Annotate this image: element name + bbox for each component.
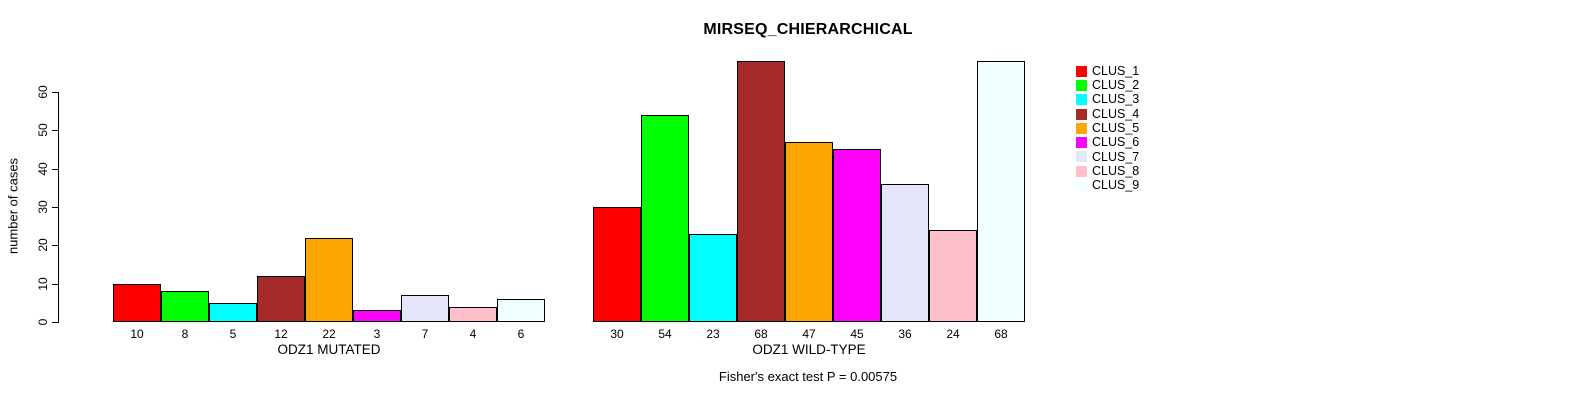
legend-label: CLUS_1: [1092, 63, 1140, 78]
group-label: ODZ1 MUTATED: [277, 342, 381, 357]
legend-label: CLUS_8: [1092, 163, 1140, 178]
bar-clus_6: [353, 310, 401, 322]
legend: CLUS_1 CLUS_2 CLUS_3 CLUS_4 CLUS_5 CLUS_6 CLUS…: [1076, 64, 1139, 193]
legend-swatch: [1076, 180, 1087, 192]
y-tick-label: 20: [36, 238, 50, 252]
y-tick: [52, 284, 58, 285]
bar-value-label: 30: [610, 327, 624, 341]
legend-swatch: [1076, 108, 1087, 120]
legend-label: CLUS_9: [1092, 178, 1140, 193]
legend-item-clus_6: CLUS_6: [1076, 135, 1139, 149]
y-tick-label: 0: [36, 318, 50, 326]
bar-value-label: 6: [517, 327, 525, 341]
legend-label: CLUS_5: [1092, 121, 1140, 136]
bar-value-label: 12: [274, 327, 288, 341]
legend-swatch: [1076, 79, 1087, 91]
legend-swatch: [1076, 65, 1087, 77]
legend-swatch: [1076, 165, 1087, 177]
bar-value-label: 7: [421, 327, 429, 341]
legend-label: CLUS_6: [1092, 135, 1140, 150]
bar-clus_5: [305, 238, 353, 322]
bar-value-label: 22: [322, 327, 336, 341]
bar-clus_2: [161, 291, 209, 322]
bar-value-label: 24: [946, 327, 960, 341]
bar-clus_8: [449, 307, 497, 322]
legend-swatch: [1076, 122, 1087, 134]
y-tick-label: 60: [36, 85, 50, 99]
bar-clus_1: [113, 284, 161, 322]
y-tick: [52, 207, 58, 208]
bar-value-label: 5: [229, 327, 237, 341]
legend-item-clus_7: CLUS_7: [1076, 150, 1139, 164]
legend-item-clus_4: CLUS_4: [1076, 107, 1139, 121]
y-tick-label: 40: [36, 162, 50, 176]
bar-value-label: 8: [181, 327, 189, 341]
bar-value-label: 45: [850, 327, 864, 341]
bar-value-label: 68: [754, 327, 768, 341]
bar-clus_4: [737, 61, 785, 322]
bar-clus_6: [833, 149, 881, 322]
legend-swatch: [1076, 94, 1087, 106]
bar-clus_9: [977, 61, 1025, 322]
bar-clus_9: [497, 299, 545, 322]
legend-item-clus_1: CLUS_1: [1076, 64, 1139, 78]
y-axis-label: number of cases: [5, 157, 21, 255]
bar-value-label: 10: [130, 327, 144, 341]
y-tick-label: 10: [36, 277, 50, 291]
bar-clus_1: [593, 207, 641, 322]
bar-clus_3: [689, 234, 737, 322]
bar-clus_8: [929, 230, 977, 322]
bar-value-label: 36: [898, 327, 912, 341]
bar-clus_7: [881, 184, 929, 322]
y-tick: [52, 322, 58, 323]
bar-clus_2: [641, 115, 689, 322]
bar-value-label: 54: [658, 327, 672, 341]
bar-clus_3: [209, 303, 257, 322]
legend-swatch: [1076, 151, 1087, 163]
bar-value-label: 47: [802, 327, 816, 341]
bar-value-label: 3: [373, 327, 381, 341]
y-tick: [52, 92, 58, 93]
y-tick: [52, 130, 58, 131]
chart-title: MIRSEQ_CHIERARCHICAL: [703, 21, 913, 38]
y-axis-line: [58, 92, 59, 323]
bar-clus_5: [785, 142, 833, 322]
bar-value-label: 68: [994, 327, 1008, 341]
legend-item-clus_2: CLUS_2: [1076, 78, 1139, 92]
group-label: ODZ1 WILD-TYPE: [752, 342, 866, 357]
bar-value-label: 4: [469, 327, 477, 341]
legend-item-clus_8: CLUS_8: [1076, 164, 1139, 178]
bar-clus_7: [401, 295, 449, 322]
y-tick: [52, 169, 58, 170]
y-tick-label: 50: [36, 123, 50, 137]
legend-swatch: [1076, 137, 1087, 149]
y-tick-label: 30: [36, 200, 50, 214]
fisher-test-caption: Fisher's exact test P = 0.00575: [718, 369, 898, 384]
bar-value-label: 23: [706, 327, 720, 341]
legend-label: CLUS_3: [1092, 92, 1140, 107]
legend-item-clus_9: CLUS_9: [1076, 178, 1139, 192]
legend-item-clus_3: CLUS_3: [1076, 93, 1139, 107]
y-tick: [52, 245, 58, 246]
bar-clus_4: [257, 276, 305, 322]
legend-label: CLUS_7: [1092, 149, 1140, 164]
legend-label: CLUS_4: [1092, 106, 1140, 121]
legend-label: CLUS_2: [1092, 78, 1140, 93]
legend-item-clus_5: CLUS_5: [1076, 121, 1139, 135]
